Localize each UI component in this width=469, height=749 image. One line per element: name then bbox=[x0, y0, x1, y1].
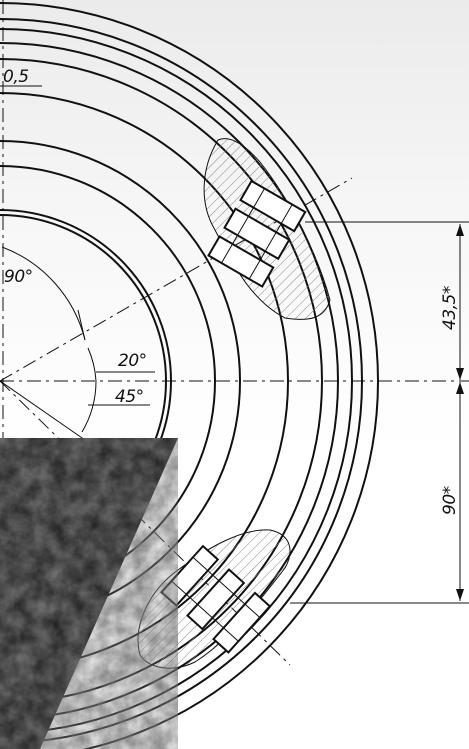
dark-texture-overlay bbox=[0, 438, 178, 749]
right-dimensions bbox=[290, 221, 469, 604]
dim-angle-90: 90° bbox=[4, 267, 33, 287]
angle-dimensions bbox=[0, 246, 155, 441]
lower-roller-section bbox=[137, 529, 291, 669]
dim-43-5: 43,5* bbox=[440, 286, 460, 330]
dim-angle-45: 45° bbox=[115, 387, 144, 407]
upper-roller-section bbox=[203, 138, 331, 320]
dim-top-left: 0,5 bbox=[3, 67, 29, 87]
dim-90: 90* bbox=[440, 486, 460, 515]
dim-angle-20: 20° bbox=[118, 351, 147, 371]
